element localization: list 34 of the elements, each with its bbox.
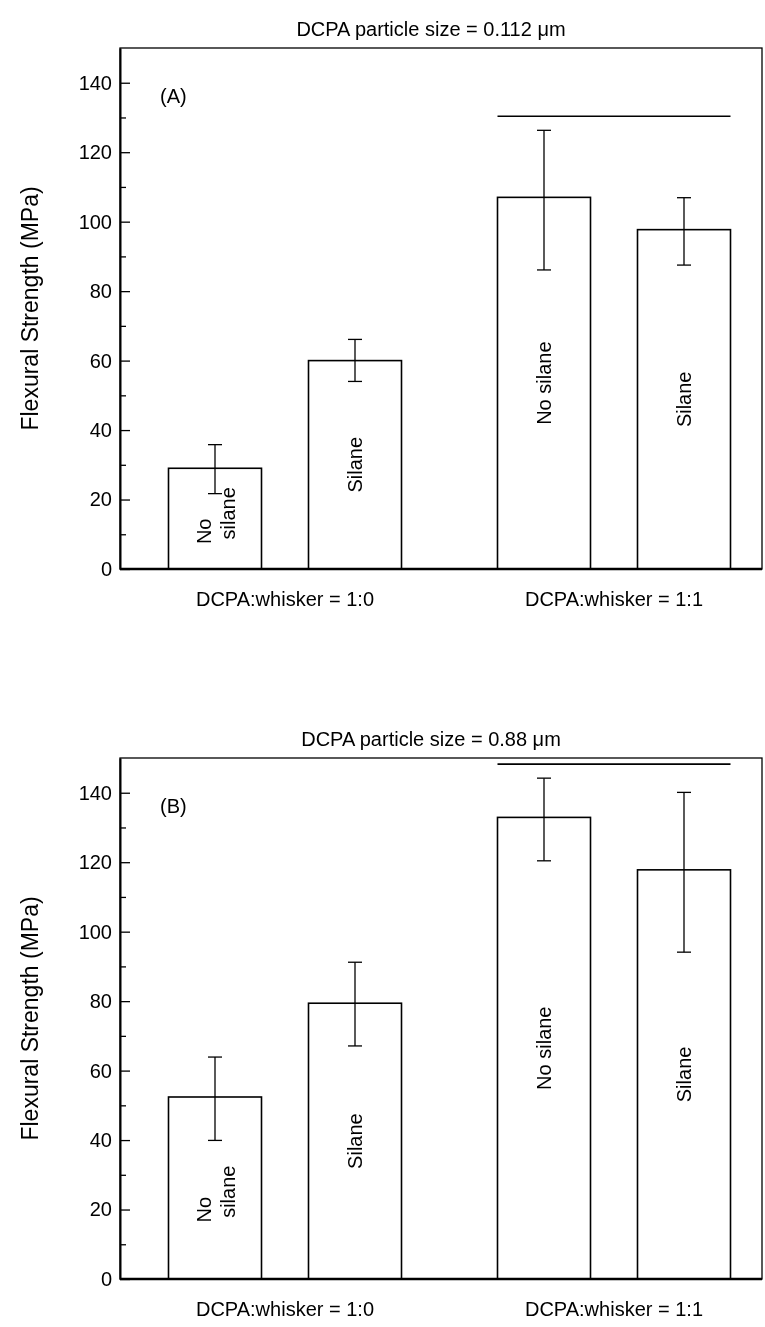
y-tick-label: 40 (89, 1128, 112, 1151)
x-tick-label: Silane (673, 1046, 695, 1103)
y-tick-label: 120 (78, 141, 112, 164)
y-tick-label: 120 (78, 851, 112, 874)
x-tick-label: No silane (533, 341, 555, 425)
text: DCPA:whisker = 1:1 (524, 588, 704, 610)
y-tick-label: 20 (89, 1198, 112, 1221)
annotation: (A) (160, 85, 187, 107)
y-tick-label: 80 (89, 990, 112, 1013)
x-tick-label: Silane (344, 1113, 366, 1169)
y-tick-label: 60 (89, 1059, 112, 1082)
y-axis-title: Flexural Strength (MPa) (17, 186, 43, 431)
chart-title: DCPA particle size = 0.112 μm (296, 18, 566, 40)
y-tick-label: 60 (89, 349, 112, 372)
y-tick-label: 0 (100, 1267, 112, 1290)
x-tick-label: No silane (193, 487, 239, 545)
y-tick-label: 100 (78, 920, 112, 943)
text: DCPA:whisker = 1:0 (195, 1298, 375, 1320)
text: DCPA:whisker = 1:0 (195, 588, 375, 610)
y-tick-label: 20 (89, 488, 112, 511)
text: DCPA:whisker = 1:1 (524, 1298, 704, 1320)
y-axis-title: Flexural Strength (MPa) (17, 896, 43, 1141)
y-tick-label: 140 (78, 781, 112, 804)
y-tick-label: 140 (78, 71, 112, 94)
y-tick-label: 40 (89, 418, 112, 441)
x-tick-label: No silane (533, 1006, 555, 1090)
x-tick-label: No silane (193, 1165, 239, 1223)
x-tick-label: Silane (673, 371, 695, 428)
annotation: (B) (160, 795, 187, 817)
y-tick-label: 100 (78, 210, 112, 233)
x-tick-label: Silane (344, 437, 366, 493)
y-tick-label: 80 (89, 280, 112, 303)
y-tick-label: 0 (100, 557, 112, 580)
chart-title: DCPA particle size = 0.88 μm (301, 728, 561, 750)
